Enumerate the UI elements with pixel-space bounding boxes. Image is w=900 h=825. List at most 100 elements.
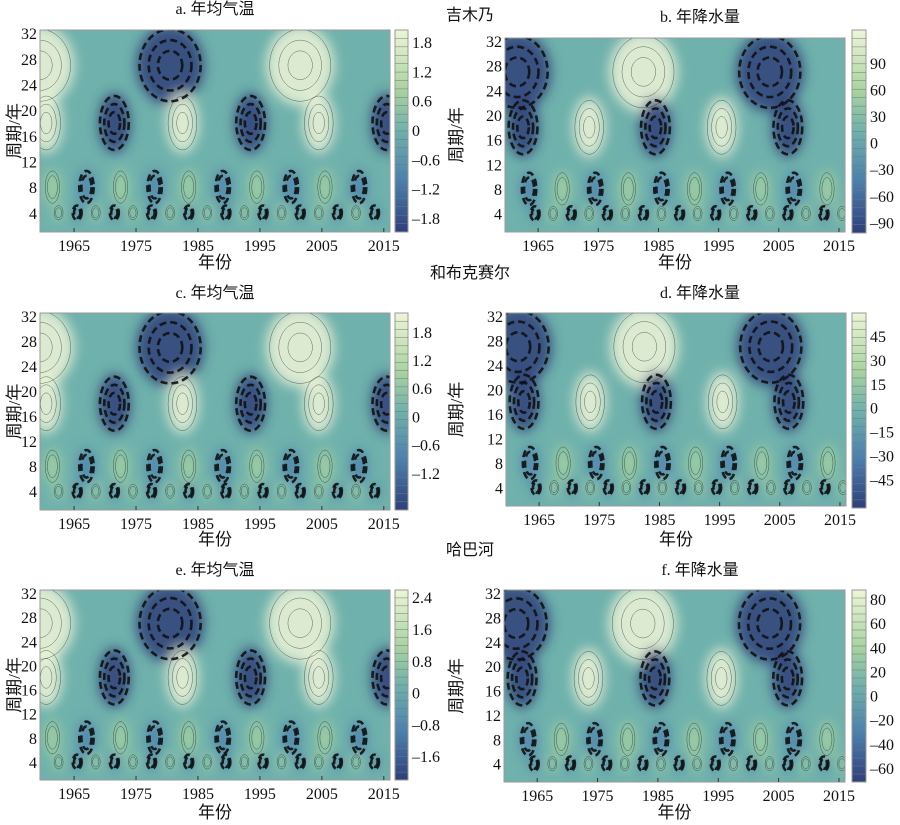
negative-contour xyxy=(748,320,794,374)
x-tick-label: 1975 xyxy=(120,516,152,533)
positive-contour xyxy=(304,650,334,705)
negative-contour xyxy=(184,484,194,498)
negative-contour xyxy=(776,658,800,699)
negative-contour xyxy=(331,753,344,771)
positive-contour xyxy=(584,390,597,413)
negative-contour xyxy=(521,726,535,752)
negative-contour xyxy=(565,757,575,771)
wavelet-blob xyxy=(656,205,667,222)
negative-contour xyxy=(108,204,121,222)
wavelet-blob xyxy=(508,371,541,432)
positive-contour xyxy=(689,177,700,201)
negative-contour xyxy=(776,107,800,148)
positive-contour xyxy=(314,205,324,221)
positive-contour xyxy=(578,108,600,147)
negative-contour xyxy=(184,206,194,220)
positive-contour xyxy=(659,482,666,493)
panel-title: e. 年均气温 xyxy=(175,561,254,579)
wavelet-blob xyxy=(202,753,213,770)
positive-contour xyxy=(611,590,674,660)
positive-contour xyxy=(621,208,629,219)
positive-contour xyxy=(573,651,604,706)
negative-contour xyxy=(71,753,83,771)
negative-contour xyxy=(674,479,687,497)
positive-contour xyxy=(730,208,738,219)
x-tick-label: 1995 xyxy=(704,512,736,529)
positive-contour xyxy=(728,756,739,772)
x-tick-label: 1985 xyxy=(182,786,214,803)
wavelet-blob xyxy=(302,92,335,153)
negative-contour xyxy=(586,721,604,757)
positive-contour xyxy=(166,485,174,497)
negative-contour xyxy=(780,115,795,140)
positive-contour xyxy=(801,756,811,772)
negative-contour xyxy=(788,450,802,476)
wavelet-blob xyxy=(166,647,199,708)
negative-contour xyxy=(98,94,131,152)
y-tick-label: 4 xyxy=(494,207,502,224)
x-tick-label: 1965 xyxy=(58,516,90,533)
y-tick-label: 32 xyxy=(21,309,37,326)
wavelet-blob xyxy=(90,753,101,770)
negative-contour xyxy=(737,38,802,110)
x-tick-label: 1965 xyxy=(521,788,553,805)
y-tick-label: 24 xyxy=(21,634,37,651)
positive-contour xyxy=(756,451,768,475)
positive-contour xyxy=(630,608,656,639)
negative-contour xyxy=(506,331,532,363)
negative-contour xyxy=(294,753,306,771)
wavelet-blob xyxy=(180,169,197,206)
wavelet-blob xyxy=(127,753,138,770)
positive-contour xyxy=(556,727,567,751)
negative-contour xyxy=(72,484,82,498)
negative-contour xyxy=(182,753,195,771)
x-tick-label: 1985 xyxy=(182,516,214,533)
negative-contour xyxy=(745,755,758,773)
positive-contour xyxy=(315,485,323,497)
positive-contour xyxy=(352,207,360,219)
negative-contour xyxy=(108,753,121,771)
plot-frame xyxy=(505,312,847,507)
negative-contour xyxy=(718,721,736,757)
wavelet-blob xyxy=(548,205,559,222)
negative-contour xyxy=(370,206,379,220)
positive-contour xyxy=(695,482,702,493)
positive-contour xyxy=(729,480,740,496)
x-tick-label: 1965 xyxy=(58,238,90,255)
negative-contour xyxy=(258,484,268,498)
negative-contour xyxy=(709,205,722,223)
positive-contour xyxy=(585,480,595,496)
negative-contour xyxy=(639,99,672,156)
x-tick-label: 1985 xyxy=(643,512,675,529)
negative-contour xyxy=(522,176,536,202)
positive-contour xyxy=(319,454,331,478)
negative-contour xyxy=(516,389,532,414)
negative-contour xyxy=(567,481,577,494)
wavelet-blob xyxy=(706,371,739,432)
negative-contour xyxy=(80,174,93,200)
negative-contour xyxy=(602,207,612,220)
positive-contour xyxy=(802,208,810,219)
wavelet-blob xyxy=(693,479,704,496)
negative-contour xyxy=(379,110,390,136)
positive-contour xyxy=(621,46,666,98)
panel-e: 1965 1975 1985 1995 2005 2015 4 8 12 16 20 24 28 32 年份… xyxy=(5,541,494,822)
positive-contour xyxy=(620,172,636,206)
colorbar-tick-label: –1.8 xyxy=(411,211,440,228)
positive-contour xyxy=(555,446,571,480)
negative-contour xyxy=(722,450,735,476)
wavelet-blob xyxy=(800,205,811,222)
negative-contour xyxy=(352,174,366,200)
wavelet-blob xyxy=(686,170,703,207)
negative-contour xyxy=(371,375,390,432)
colorbar-tick-label: 1.8 xyxy=(412,35,432,52)
wavelet-blob xyxy=(836,205,845,222)
negative-contour xyxy=(379,391,390,416)
positive-contour xyxy=(308,658,330,697)
positive-contour xyxy=(176,392,189,415)
colorbar-tick-label: 1.6 xyxy=(412,622,432,639)
colorbar-tick-label: 15 xyxy=(870,377,886,394)
station-name: 吉木乃 xyxy=(446,6,494,24)
positive-contour xyxy=(765,206,775,221)
y-tick-label: 32 xyxy=(487,309,503,326)
